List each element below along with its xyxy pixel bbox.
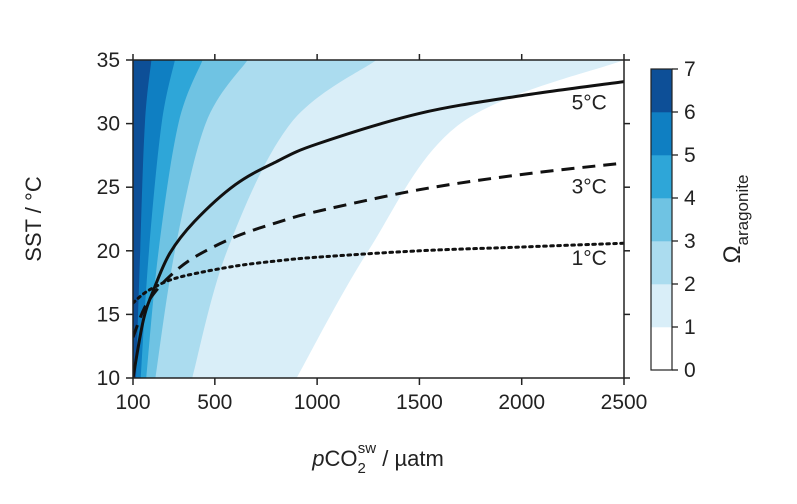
- colorbar-title: Ωaragonite: [719, 175, 752, 264]
- y-axis-title: SST / °C: [21, 176, 46, 262]
- colorbar-band-6-7: [651, 69, 672, 113]
- curve-label-2: 1°C: [572, 247, 607, 270]
- colorbar-frame: [650, 68, 673, 371]
- x-axis: 100 500 1000 1500 2000 2500: [115, 54, 647, 414]
- y-tick-label: 20: [97, 240, 120, 263]
- colorbar-ticks: 0 1 2 3 4 5 6 7: [672, 58, 696, 382]
- y-tick-label: 35: [97, 49, 120, 72]
- curve-labels: 5°C 3°C 1°C: [572, 92, 607, 270]
- colorbar-tick-label: 3: [684, 230, 696, 253]
- x-axis-title-superscript: sw: [358, 440, 377, 457]
- colorbar-band-3-4: [651, 198, 672, 242]
- colorbar-tick-label: 5: [684, 144, 696, 167]
- series-line-1CC: [133, 241, 624, 305]
- colorbar-tick-label: 6: [684, 101, 696, 124]
- x-axis-title: pCO2 sw / µatm: [311, 440, 444, 477]
- x-axis-title-main: CO: [324, 446, 357, 471]
- x-axis-title-unit: / µatm: [376, 446, 444, 471]
- colorbar-tick-label: 1: [684, 316, 696, 339]
- colorbar-band-5-6: [651, 112, 672, 156]
- colorbar-tick-label: 2: [684, 273, 696, 296]
- y-tick-label: 30: [97, 113, 120, 136]
- plot-frame: [132, 59, 625, 379]
- colorbar-tick-label: 7: [684, 58, 696, 81]
- x-axis-title-subscript: 2: [357, 460, 365, 477]
- x-tick-label: 500: [197, 391, 232, 414]
- x-tick-label: 1500: [396, 391, 443, 414]
- colorbar: 0 1 2 3 4 5 6 7 Ωaragonite: [650, 58, 752, 382]
- x-axis-title-prefix: p: [311, 446, 324, 471]
- colorbar-band-2-3: [651, 241, 672, 285]
- contour-fills: [133, 60, 624, 378]
- colorbar-bands: [651, 69, 672, 371]
- colorbar-band-1-2: [651, 284, 672, 328]
- x-tick-label: 2500: [601, 391, 648, 414]
- colorbar-tick-label: 4: [684, 187, 696, 210]
- curve-label-1: 3°C: [572, 176, 607, 199]
- x-tick-label: 2000: [498, 391, 545, 414]
- curve-label-0: 5°C: [572, 92, 607, 115]
- x-tick-label: 100: [115, 391, 150, 414]
- y-tick-label: 25: [97, 176, 120, 199]
- y-tick-label: 15: [97, 303, 120, 326]
- y-tick-label: 10: [97, 367, 120, 390]
- series-lines: [133, 80, 624, 378]
- colorbar-band-0-1: [651, 327, 672, 371]
- colorbar-title-subscript: aragonite: [733, 175, 752, 246]
- colorbar-band-4-5: [651, 155, 672, 199]
- colorbar-title-symbol: Ω: [719, 245, 746, 263]
- colorbar-tick-label: 0: [684, 359, 696, 382]
- series-line-3CC: [133, 161, 624, 338]
- x-tick-label: 1000: [294, 391, 341, 414]
- y-axis: 10 15 20 25 30 35: [97, 49, 630, 390]
